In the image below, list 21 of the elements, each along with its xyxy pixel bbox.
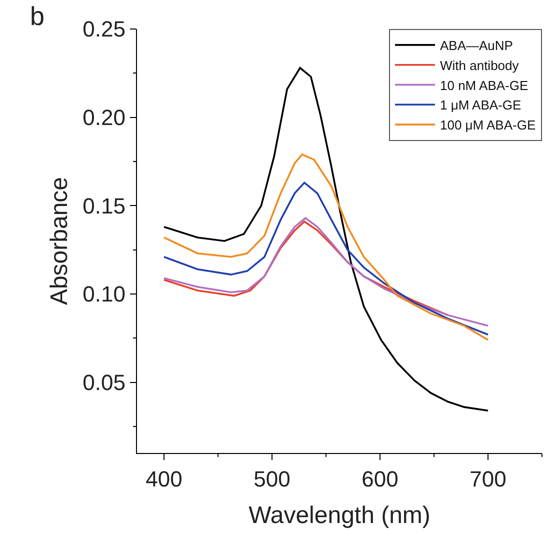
legend-label: 1 μM ABA-GE [440, 98, 522, 113]
x-tick-label: 600 [362, 466, 398, 492]
y-tick-label: 0.10 [82, 282, 126, 307]
legend-label: 100 μM ABA-GE [440, 118, 536, 133]
x-tick-label: 500 [254, 466, 290, 492]
y-tick-label: 0.05 [82, 370, 126, 396]
legend-label: ABA—AuNP [440, 38, 513, 54]
legend-label: 10 nM ABA-GE [440, 78, 528, 93]
line-series [163, 182, 489, 336]
x-tick-label: 400 [146, 466, 182, 492]
y-tick-label: 0.15 [82, 193, 126, 218]
x-axis-title: Wavelength (nm) [248, 502, 430, 529]
y-tick-label: 0.20 [82, 105, 126, 130]
line-series [163, 154, 489, 341]
y-tick-label: 0.25 [82, 16, 126, 42]
text: b [30, 1, 44, 31]
legend-label: With antibody [440, 58, 520, 73]
line-series [163, 217, 489, 327]
x-tick-label: 700 [470, 466, 506, 492]
line-series [163, 220, 449, 316]
y-axis-title: Absorbance [46, 176, 73, 306]
